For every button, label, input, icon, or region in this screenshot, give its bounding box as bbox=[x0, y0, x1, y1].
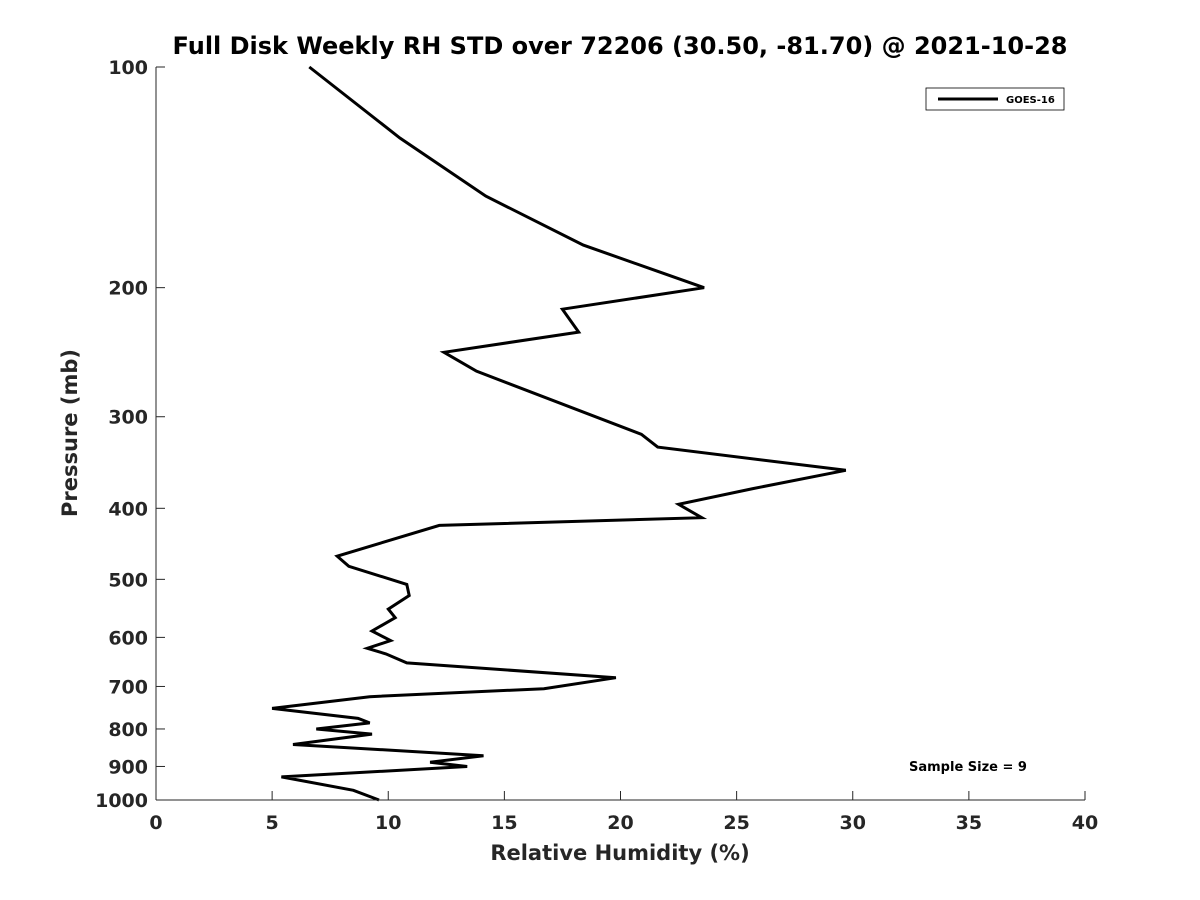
y-tick-label: 300 bbox=[108, 407, 148, 429]
y-axis-label: Pressure (mb) bbox=[58, 349, 82, 517]
series-line-goes-16 bbox=[271, 65, 847, 802]
axis-ticks: 0 5 10 15 20 25 30 35 40 100 200 300 400 500 600 700 800… bbox=[95, 57, 1098, 834]
x-tick-label: 30 bbox=[840, 812, 866, 834]
y-tick-label: 200 bbox=[108, 278, 148, 300]
x-tick-label: 35 bbox=[956, 812, 982, 834]
x-tick-label: 0 bbox=[149, 812, 162, 834]
chart-title: Full Disk Weekly RH STD over 72206 (30.5… bbox=[173, 32, 1068, 60]
legend: GOES-16 bbox=[925, 87, 1065, 111]
x-tick-label: 40 bbox=[1072, 812, 1098, 834]
y-tick-label: 500 bbox=[108, 569, 148, 591]
legend-label-goes-16: GOES-16 bbox=[1006, 95, 1055, 106]
x-tick-label: 5 bbox=[266, 812, 279, 834]
sample-size-annotation: Sample Size = 9 bbox=[909, 760, 1027, 775]
y-tick-label: 1000 bbox=[95, 790, 148, 812]
y-tick-label: 700 bbox=[108, 676, 148, 698]
series-layer bbox=[271, 65, 847, 802]
y-tick-label: 600 bbox=[108, 627, 148, 649]
x-tick-label: 25 bbox=[723, 812, 749, 834]
x-tick-label: 20 bbox=[607, 812, 633, 834]
plot-area bbox=[156, 67, 1085, 800]
y-tick-label: 400 bbox=[108, 498, 148, 520]
y-tick-label: 100 bbox=[108, 57, 148, 79]
x-tick-label: 10 bbox=[375, 812, 401, 834]
y-tick-label: 800 bbox=[108, 719, 148, 741]
y-tick-label: 900 bbox=[108, 756, 148, 778]
x-axis-label: Relative Humidity (%) bbox=[490, 841, 749, 865]
x-tick-label: 15 bbox=[491, 812, 517, 834]
